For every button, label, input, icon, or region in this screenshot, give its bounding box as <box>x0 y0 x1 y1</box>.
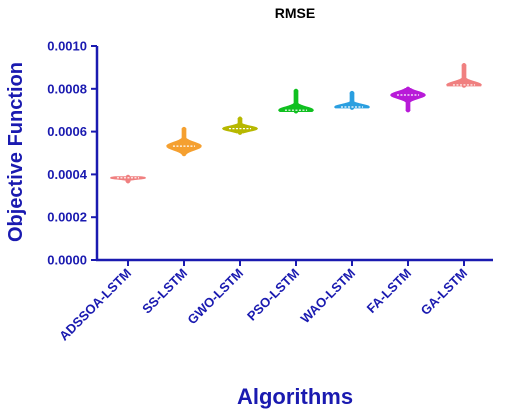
violin-fa-lstm <box>390 86 426 113</box>
violin-min-cap <box>237 130 243 135</box>
violin-min-cap <box>125 179 131 184</box>
chart-title: RMSE <box>275 5 315 21</box>
violin-max-cap <box>293 88 299 94</box>
violin-ss-lstm <box>166 126 202 157</box>
violin-gwo-lstm <box>221 116 259 135</box>
violin-group <box>109 63 482 184</box>
x-tick-label: PSO-LSTM <box>244 266 302 324</box>
violin-body <box>278 90 314 113</box>
violin-adssoa-lstm <box>109 174 147 184</box>
violin-max-cap <box>461 63 467 68</box>
violin-wao-lstm <box>333 90 371 110</box>
violin-body <box>333 92 371 109</box>
x-tick-label: SS-LSTM <box>139 266 190 317</box>
x-tick-label: ADSSOA-LSTM <box>56 266 134 344</box>
y-tick-label: 0.0010 <box>47 39 87 54</box>
y-tick-label: 0.0000 <box>47 253 87 268</box>
violin-min-cap <box>181 151 187 157</box>
x-ticks: ADSSOA-LSTM SS-LSTMGWO-LSTMPSO-LSTMWAO-LS… <box>56 260 470 344</box>
violin-max-cap <box>349 90 355 96</box>
x-axis-label: Algorithms <box>237 384 353 409</box>
x-tick-label: WAO-LSTM <box>297 266 358 327</box>
y-tick-label: 0.0008 <box>47 81 87 96</box>
x-tick-label: GA-LSTM <box>418 266 470 318</box>
violin-max-cap <box>181 126 187 132</box>
violin-min-cap <box>461 83 467 88</box>
violin-max-cap <box>405 86 411 92</box>
x-tick-label: GWO-LSTM <box>184 266 246 328</box>
violin-max-cap <box>237 116 243 121</box>
violin-max-cap <box>125 174 131 180</box>
violin-ga-lstm <box>446 63 482 88</box>
violin-min-cap <box>405 108 411 113</box>
x-tick-label: FA-LSTM <box>364 266 414 316</box>
violin-body <box>446 64 482 87</box>
violin-min-cap <box>349 105 355 110</box>
y-tick-label: 0.0004 <box>47 167 88 182</box>
violin-pso-lstm <box>278 88 314 114</box>
violin-body <box>221 118 259 134</box>
violin-body <box>166 128 202 155</box>
y-ticks: 0.0000 0.0002 0.0004 0.0006 0.0008 0.0010 <box>47 39 97 268</box>
y-tick-label: 0.0002 <box>47 210 87 225</box>
y-axis-label: Objective Function <box>5 62 27 242</box>
violin-body <box>390 88 426 111</box>
y-tick-label: 0.0006 <box>47 124 87 139</box>
